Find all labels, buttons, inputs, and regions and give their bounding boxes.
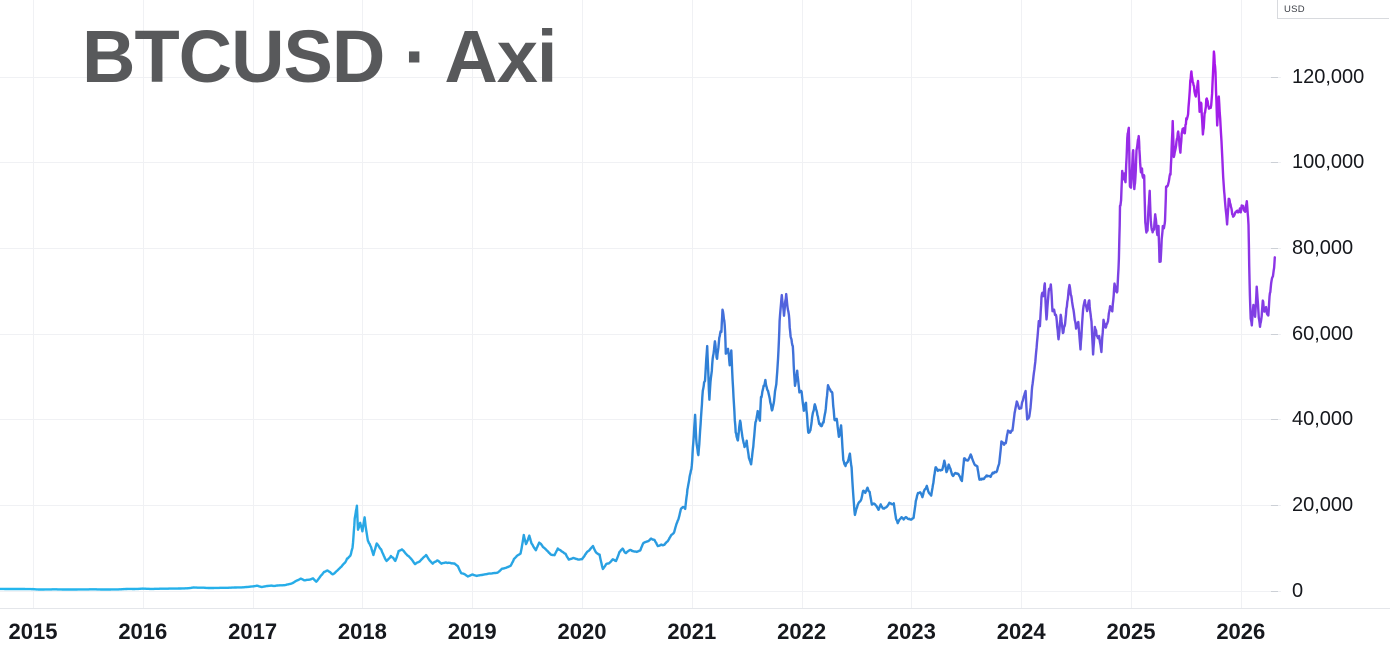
price-line-series — [0, 50, 1277, 591]
gridlines — [0, 0, 1281, 608]
currency-unit-tab[interactable]: USD — [1277, 0, 1389, 19]
price-axis-ticks — [1271, 77, 1278, 592]
currency-unit-label: USD — [1284, 3, 1305, 15]
